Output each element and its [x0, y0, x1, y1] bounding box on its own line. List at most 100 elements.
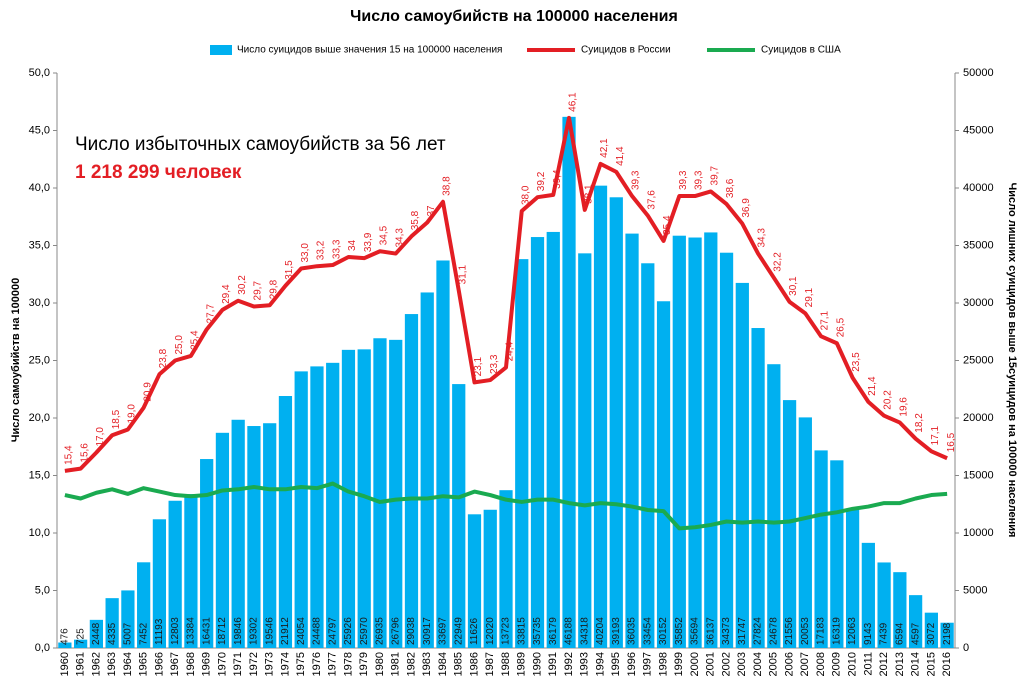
x-tick-label: 1970: [216, 652, 228, 676]
x-tick-label: 1999: [673, 652, 685, 676]
bar: [231, 419, 245, 648]
data-label: 20,9: [142, 382, 153, 402]
legend-label: Число суицидов выше значения 15 на 10000…: [237, 45, 502, 56]
bar-label: 20053: [800, 617, 811, 645]
bar: [593, 185, 608, 649]
bar-label: 33815: [516, 617, 527, 645]
x-tick-label: 1977: [327, 652, 339, 676]
data-label: 17,0: [95, 427, 106, 447]
annotation: Число избыточных самоубийств за 56 лет: [75, 134, 446, 155]
data-label: 39,3: [694, 170, 705, 190]
data-label: 29,4: [221, 284, 232, 304]
bar: [184, 494, 198, 648]
x-tick-label: 1979: [358, 652, 370, 676]
legend-label: Суицидов в России: [581, 45, 671, 56]
bar-label: 21556: [784, 617, 795, 645]
data-label: 19,0: [127, 404, 138, 424]
data-label: 29,7: [253, 281, 264, 301]
bar: [893, 572, 907, 648]
bar: [452, 384, 466, 648]
bar-label: 12020: [485, 617, 496, 645]
bar-label: 35694: [690, 617, 701, 645]
data-label: 37,6: [646, 190, 657, 210]
x-tick-label: 1984: [437, 652, 449, 676]
x-tick-label: 1988: [500, 652, 512, 676]
bar: [845, 509, 860, 648]
x-tick-label: 2001: [705, 652, 717, 676]
data-label: 42,1: [599, 138, 610, 158]
data-label: 15,4: [64, 445, 75, 465]
bar: [499, 490, 513, 648]
y-tick-label: 25,0: [29, 354, 50, 366]
bar-label: 35852: [674, 617, 685, 645]
bar-label: 36137: [705, 617, 716, 645]
bar-label: 24797: [327, 617, 338, 645]
bar: [483, 509, 497, 648]
bar-label: 2448: [91, 622, 102, 645]
x-tick-label: 1981: [390, 652, 402, 676]
bar: [89, 619, 104, 648]
bar: [861, 542, 875, 648]
bar: [767, 364, 781, 648]
x-tick-label: 1963: [106, 652, 118, 676]
data-label: 26,5: [835, 317, 846, 337]
bar-label: 6594: [895, 622, 906, 645]
data-label: 23,5: [851, 352, 862, 372]
y-tick-label: 50,0: [29, 67, 50, 79]
x-tick-label: 2010: [847, 652, 859, 676]
bar: [263, 423, 277, 648]
bar: [357, 349, 371, 648]
bar: [704, 232, 718, 648]
bar-label: 19546: [264, 617, 275, 645]
bar: [546, 231, 560, 648]
data-label: 33,2: [316, 240, 327, 260]
x-tick-label: 1973: [264, 652, 276, 676]
data-label: 25,0: [174, 335, 185, 355]
x-tick-label: 2004: [752, 652, 764, 676]
y2-tick-label: 15000: [963, 469, 994, 481]
bar: [578, 253, 592, 648]
data-label: 31,1: [457, 264, 468, 284]
data-label: 19,6: [899, 397, 910, 417]
bar-label: 21912: [280, 617, 291, 645]
x-tick-label: 1974: [279, 652, 291, 676]
bar: [924, 612, 938, 648]
bar-label: 40204: [595, 617, 606, 645]
data-label: 31,5: [284, 260, 295, 280]
bar: [641, 263, 655, 648]
data-label: 24,4: [505, 341, 516, 361]
bar-label: 27824: [753, 617, 764, 645]
y-axis-label: Число самоубийств на 100000: [10, 278, 22, 442]
data-label: 29,8: [268, 279, 279, 299]
data-label: 21,4: [867, 376, 878, 396]
bar-label: 39193: [611, 617, 622, 645]
bar-label: 12063: [847, 617, 858, 645]
bar-label: 18712: [217, 617, 228, 645]
bar-label: 17183: [816, 617, 827, 645]
data-label: 15,6: [79, 443, 90, 463]
x-tick-label: 1982: [405, 652, 417, 676]
bar: [436, 260, 450, 648]
x-tick-label: 1972: [248, 652, 260, 676]
bar: [310, 366, 324, 648]
data-label: 34,3: [394, 228, 405, 248]
x-tick-label: 1983: [421, 652, 433, 676]
legend-swatch: [210, 45, 232, 55]
bar: [326, 362, 340, 648]
line: [64, 481, 948, 531]
data-label: 34,5: [379, 225, 390, 245]
bar-label: 36035: [627, 617, 638, 645]
bar: [782, 400, 797, 648]
bar: [294, 371, 308, 648]
bar: [609, 197, 623, 648]
bar: [719, 252, 734, 648]
data-label: 34: [347, 239, 358, 251]
x-tick-label: 1966: [153, 652, 165, 676]
bar: [877, 562, 891, 648]
bar-label: 13384: [186, 617, 197, 645]
bar: [404, 314, 419, 648]
bar: [798, 417, 812, 648]
y2-tick-label: 40000: [963, 182, 994, 194]
y-tick-label: 45,0: [29, 124, 50, 136]
